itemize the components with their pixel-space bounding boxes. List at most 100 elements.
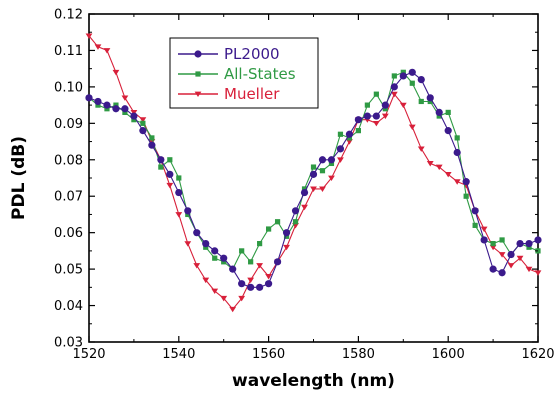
data-point bbox=[121, 95, 129, 101]
data-point bbox=[257, 241, 263, 247]
data-point bbox=[310, 164, 317, 170]
data-point bbox=[256, 283, 264, 291]
data-point bbox=[391, 73, 397, 79]
data-point bbox=[417, 76, 425, 84]
data-point bbox=[229, 265, 237, 273]
data-point bbox=[220, 254, 228, 262]
data-point bbox=[85, 94, 93, 102]
data-point bbox=[211, 247, 219, 255]
legend-swatch-marker bbox=[195, 71, 201, 77]
data-point bbox=[175, 188, 183, 197]
data-point bbox=[203, 244, 209, 250]
data-point bbox=[418, 98, 424, 105]
data-point bbox=[489, 265, 497, 273]
data-point bbox=[103, 101, 111, 109]
data-point bbox=[444, 171, 452, 178]
series-pl2000 bbox=[85, 68, 542, 291]
data-point bbox=[291, 207, 300, 215]
data-point bbox=[139, 127, 147, 135]
data-point bbox=[507, 250, 515, 259]
data-point bbox=[94, 44, 102, 50]
data-point bbox=[122, 109, 128, 115]
data-point bbox=[409, 80, 415, 86]
x-tick-label: 1560 bbox=[252, 347, 285, 362]
data-point bbox=[318, 156, 327, 164]
x-axis-title: wavelength (nm) bbox=[232, 371, 395, 391]
data-point bbox=[166, 170, 174, 178]
data-point bbox=[283, 233, 290, 239]
data-point bbox=[266, 226, 272, 232]
y-axis-title: PDL (dB) bbox=[9, 136, 29, 220]
data-point bbox=[354, 116, 362, 124]
data-point bbox=[435, 164, 443, 171]
data-point bbox=[292, 219, 299, 225]
data-point bbox=[104, 106, 110, 112]
data-point bbox=[149, 135, 155, 141]
data-point bbox=[390, 91, 398, 98]
x-tick-label: 1540 bbox=[162, 347, 195, 362]
data-point bbox=[185, 211, 191, 218]
data-point bbox=[265, 274, 272, 280]
x-tick-label: 1620 bbox=[521, 347, 554, 362]
data-point bbox=[408, 124, 416, 131]
data-point bbox=[426, 94, 434, 102]
data-point bbox=[300, 188, 309, 197]
data-point bbox=[193, 229, 201, 237]
data-point bbox=[453, 179, 461, 185]
legend: PL2000 All-States Mueller bbox=[169, 37, 319, 109]
data-point bbox=[436, 113, 442, 119]
data-point bbox=[85, 33, 93, 39]
data-point bbox=[480, 226, 488, 233]
data-point bbox=[256, 263, 264, 269]
data-point bbox=[453, 148, 461, 157]
axes-layer: 1520 1540 1560 1580 1600 1620 0.03 0.04 0.05 0.06… bbox=[54, 8, 555, 363]
data-point bbox=[525, 240, 533, 248]
data-point bbox=[328, 175, 335, 182]
data-point bbox=[309, 170, 318, 178]
data-point bbox=[426, 161, 434, 167]
legend-label: All-States bbox=[224, 65, 296, 83]
data-point bbox=[273, 258, 282, 266]
data-point bbox=[283, 244, 290, 251]
legend-swatch-marker bbox=[194, 50, 202, 58]
data-point bbox=[238, 295, 246, 302]
data-point bbox=[516, 255, 524, 262]
data-point bbox=[184, 207, 192, 215]
data-point bbox=[202, 277, 210, 284]
plot-area bbox=[85, 13, 542, 343]
data-point bbox=[526, 244, 532, 250]
data-point bbox=[274, 219, 281, 225]
data-point bbox=[399, 72, 407, 80]
data-point bbox=[337, 131, 344, 137]
data-point bbox=[337, 157, 344, 163]
data-point bbox=[427, 98, 433, 105]
data-point bbox=[175, 212, 183, 218]
y-tick-label: 0.12 bbox=[54, 8, 83, 23]
x-tick-label: 1600 bbox=[432, 347, 465, 362]
data-point bbox=[346, 139, 353, 145]
data-point bbox=[103, 48, 111, 54]
y-tick-label: 0.11 bbox=[54, 44, 83, 59]
data-point bbox=[176, 175, 182, 181]
data-point bbox=[499, 237, 505, 243]
data-point bbox=[282, 229, 291, 237]
data-point bbox=[94, 97, 102, 106]
data-point bbox=[301, 186, 308, 192]
data-point bbox=[445, 109, 451, 115]
legend-label: PL2000 bbox=[224, 45, 280, 63]
data-point bbox=[248, 259, 254, 265]
data-point bbox=[381, 113, 389, 120]
data-point bbox=[130, 112, 138, 120]
data-point bbox=[417, 146, 425, 152]
data-point bbox=[489, 244, 497, 251]
data-point bbox=[327, 156, 336, 164]
y-tick-label: 0.10 bbox=[54, 80, 83, 95]
data-point bbox=[345, 130, 354, 138]
data-point bbox=[212, 255, 218, 261]
data-point bbox=[480, 236, 488, 244]
data-point bbox=[490, 241, 496, 247]
data-point bbox=[463, 193, 469, 199]
y-tick-label: 0.03 bbox=[54, 336, 83, 351]
data-point bbox=[95, 102, 101, 108]
